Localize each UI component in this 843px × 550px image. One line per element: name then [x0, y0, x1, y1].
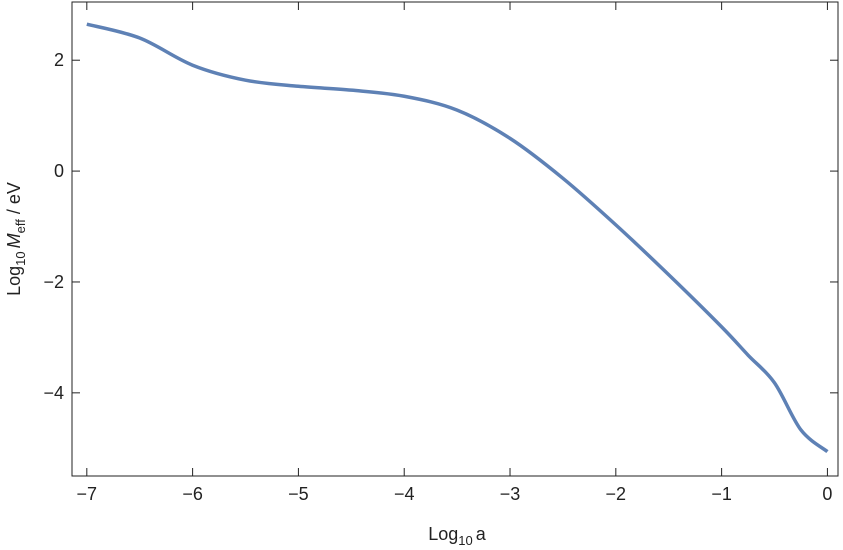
- x-tick-label: −5: [288, 484, 309, 504]
- x-tick-label: −6: [182, 484, 203, 504]
- x-label-part: Log: [428, 524, 458, 544]
- x-tick-label: −4: [394, 484, 415, 504]
- x-tick-label: −3: [500, 484, 521, 504]
- y-tick-label: −2: [43, 272, 64, 292]
- y-label-var: M: [4, 233, 24, 248]
- x-label-var: a: [476, 524, 487, 544]
- y-label-unit: / eV: [4, 182, 24, 219]
- x-tick-label: 0: [822, 484, 832, 504]
- x-axis-label: Log10 a: [428, 524, 487, 548]
- y-label-sub: 10: [13, 251, 28, 265]
- x-tick-label: −2: [606, 484, 627, 504]
- x-tick-label: −7: [77, 484, 98, 504]
- y-label-part: Log: [4, 266, 24, 296]
- y-tick-label: −4: [43, 383, 64, 403]
- y-tick-label: 2: [54, 50, 64, 70]
- x-tick-label: −1: [711, 484, 732, 504]
- plot-frame: [71, 1, 839, 477]
- y-label-sub: eff: [13, 219, 28, 234]
- x-label-sub: 10: [458, 533, 472, 548]
- y-tick-label: 0: [54, 161, 64, 181]
- y-axis-label: Log10 Meff / eV: [4, 182, 28, 296]
- data-line: [86, 22, 829, 454]
